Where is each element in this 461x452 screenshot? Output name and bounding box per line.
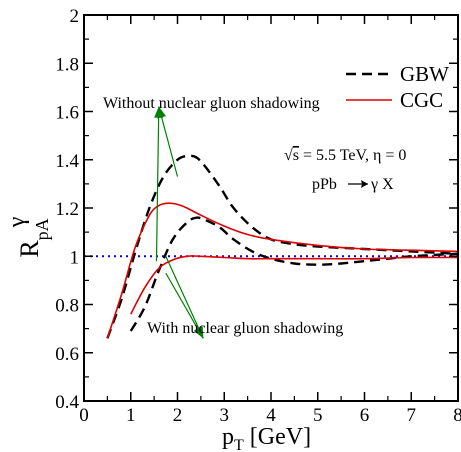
annotation-with-shadowing: With nuclear gluon shadowing [147,320,343,337]
y-tick-label: 0.6 [55,344,79,365]
series-line-2 [129,216,459,332]
x-tick-label: 2 [173,405,183,426]
x-tick-label: 0 [79,405,89,426]
y-tick-label: 0.4 [55,392,79,413]
annotation-process: pPb γ X [312,176,394,193]
legend: GBW CGC [346,62,449,112]
x-tick-label: 8 [453,405,461,426]
y-tick-label: 1.6 [55,103,79,124]
series-line-1 [106,154,459,339]
curves-layer [84,154,459,339]
series-line-3 [106,202,459,339]
legend-label-cgc: CGC [400,88,443,112]
x-tick-label: 6 [360,405,370,426]
annotation-energy: √s = 5.5 TeV, η = 0 [284,147,406,164]
process-arrowhead-icon [361,180,368,188]
y-tick-label: 1 [70,247,80,268]
arrow-with-shadowing-2-head [193,326,204,339]
legend-label-gbw: GBW [400,62,449,86]
ticks-layer: 0 1 2 3 4 5 6 7 8 0.4 0.6 0.8 1 1.2 1.4 1.6 1.8 2 [55,6,461,426]
sqrt-symbol: √ [284,147,293,164]
x-tick-label: 1 [126,405,136,426]
x-tick-label: 5 [313,405,323,426]
svg-text:γ X: γ X [370,176,394,193]
y-tick-label: 2 [70,6,80,27]
arrow-without-shadowing-2-head [157,106,166,119]
y-tick-label: 1.4 [55,151,79,172]
y-tick-label: 1.2 [55,199,79,220]
x-tick-label: 4 [266,405,276,426]
annotation-without-shadowing: Without nuclear gluon shadowing [103,95,320,112]
x-axis-title: pT [GeV] [222,424,311,452]
arrow-without-shadowing-2 [158,106,179,177]
arrow-with-shadowing-1 [165,256,204,339]
svg-text:pPb: pPb [312,176,337,193]
annotations-layer [154,106,204,339]
y-tick-label: 1.8 [55,54,79,75]
arrow-with-shadowing-2 [165,272,204,339]
x-tick-label: 3 [220,405,230,426]
arrow-without-shadowing-1 [155,106,160,262]
y-axis-title: RpA [15,218,52,257]
series-line-4 [130,255,459,315]
x-tick-label: 7 [407,405,417,426]
y-axis-title-superscript: γ [4,216,30,228]
y-tick-label: 0.8 [55,296,79,317]
